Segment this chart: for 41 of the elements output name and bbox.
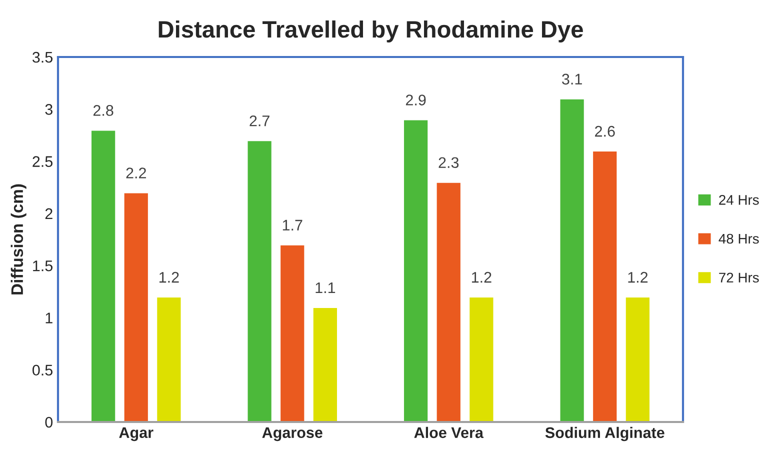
bar [402,118,430,422]
data-label: 2.6 [595,126,615,137]
bar [156,296,182,422]
y-tick-label: 0 [45,416,53,428]
data-label: 3.1 [562,74,582,85]
data-label: 2.3 [438,157,459,168]
y-axis-title: Diffusion (cm) [10,184,26,294]
bar [592,150,618,422]
data-label: 2.7 [250,115,270,126]
bar [279,244,306,422]
bar [435,181,462,422]
bar [624,296,651,422]
x-tick-label: Agar [119,427,154,442]
bar [558,98,586,422]
data-label: 1.2 [628,272,648,283]
y-tick-label: 0.5 [32,364,52,376]
legend-label: 24 Hrs [719,194,759,205]
y-tick-label: 1.5 [33,260,52,272]
x-tick-label: Sodium Alginate [545,426,664,442]
chart-title: Distance Travelled by Rhodamine Dye [158,20,583,42]
x-tick-label: Aloe Vera [414,426,484,438]
data-label: 2.2 [126,168,146,178]
data-label: 1.2 [472,272,492,283]
y-tick-label: 3 [45,104,52,115]
y-tick-label: 2 [45,208,52,219]
data-label: 2.9 [406,94,426,106]
x-tick-label: Agarose [262,427,322,442]
legend-label: 48 Hrs [718,234,759,244]
bar [468,296,495,422]
bar [122,192,150,422]
y-tick-label: 2.5 [32,156,52,167]
data-label: 1.2 [159,272,179,283]
data-label: 1.1 [316,282,336,294]
bar [90,129,117,422]
y-tick-label: 3.5 [32,52,52,63]
y-tick-label: 1 [46,312,52,324]
bar [312,306,338,422]
data-label: 1.7 [282,220,302,230]
data-label: 2.8 [93,105,114,116]
legend-label: 72 Hrs [719,272,759,283]
bar [246,140,273,422]
